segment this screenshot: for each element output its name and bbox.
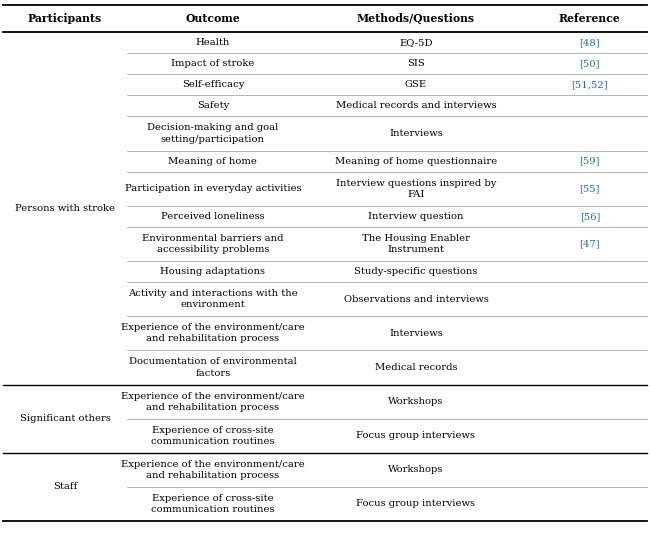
Text: [56]: [56] (580, 212, 600, 221)
Text: Medical records: Medical records (375, 363, 457, 372)
Text: Methods/Questions: Methods/Questions (357, 13, 475, 24)
Text: Documentation of environmental
factors: Documentation of environmental factors (129, 358, 297, 378)
Text: Safety: Safety (197, 101, 229, 111)
Text: Housing adaptations: Housing adaptations (161, 267, 265, 276)
Text: Meaning of home questionnaire: Meaning of home questionnaire (335, 157, 497, 165)
Text: Focus group interviews: Focus group interviews (356, 499, 476, 509)
Text: [55]: [55] (580, 184, 600, 193)
Text: Interviews: Interviews (389, 329, 443, 338)
Text: EQ-5D: EQ-5D (399, 38, 433, 47)
Text: Interview question: Interview question (369, 212, 463, 221)
Text: Experience of the environment/care
and rehabilitation process: Experience of the environment/care and r… (121, 391, 305, 412)
Text: Study-specific questions: Study-specific questions (354, 267, 478, 276)
Text: [50]: [50] (580, 59, 600, 68)
Text: [47]: [47] (580, 240, 600, 249)
Text: Significant others: Significant others (20, 414, 111, 423)
Text: Decision-making and goal
setting/participation: Decision-making and goal setting/partici… (148, 124, 278, 143)
Text: Environmental barriers and
accessibility problems: Environmental barriers and accessibility… (142, 234, 283, 254)
Text: Focus group interviews: Focus group interviews (356, 431, 476, 440)
Text: Outcome: Outcome (185, 13, 240, 24)
Text: Participation in everyday activities: Participation in everyday activities (125, 184, 301, 193)
Text: The Housing Enabler
Instrument: The Housing Enabler Instrument (362, 234, 470, 254)
Text: Meaning of home: Meaning of home (168, 157, 257, 165)
Text: Observations and interviews: Observations and interviews (344, 295, 488, 304)
Text: [48]: [48] (580, 38, 600, 47)
Text: SIS: SIS (407, 59, 425, 68)
Text: Impact of stroke: Impact of stroke (171, 59, 255, 68)
Text: Experience of cross-site
communication routines: Experience of cross-site communication r… (151, 426, 274, 446)
Text: Staff: Staff (53, 482, 77, 491)
Text: Participants: Participants (28, 13, 102, 24)
Text: Workshops: Workshops (388, 397, 444, 406)
Text: Interviews: Interviews (389, 129, 443, 138)
Text: [59]: [59] (580, 157, 600, 165)
Text: Experience of the environment/care
and rehabilitation process: Experience of the environment/care and r… (121, 460, 305, 480)
Text: Experience of cross-site
communication routines: Experience of cross-site communication r… (151, 494, 274, 514)
Text: Activity and interactions with the
environment: Activity and interactions with the envir… (128, 289, 298, 309)
Text: Medical records and interviews: Medical records and interviews (335, 101, 497, 111)
Text: [51,52]: [51,52] (571, 80, 608, 89)
Text: GSE: GSE (405, 80, 427, 89)
Text: Interview questions inspired by
FAI: Interview questions inspired by FAI (336, 179, 496, 199)
Text: Persons with stroke: Persons with stroke (15, 204, 115, 213)
Text: Health: Health (196, 38, 230, 47)
Text: Experience of the environment/care
and rehabilitation process: Experience of the environment/care and r… (121, 323, 305, 344)
Text: Perceived loneliness: Perceived loneliness (161, 212, 265, 221)
Text: Self-efficacy: Self-efficacy (182, 80, 244, 89)
Text: Reference: Reference (559, 13, 621, 24)
Text: Workshops: Workshops (388, 465, 444, 474)
